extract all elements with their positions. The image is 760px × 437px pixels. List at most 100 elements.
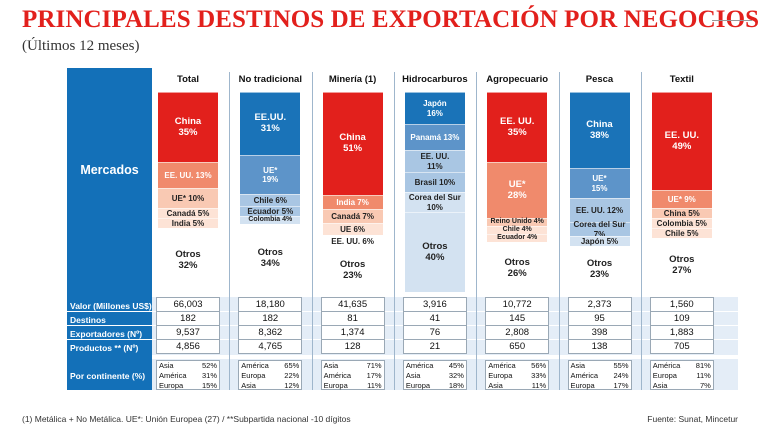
row-label-continente: Por continente (%) (70, 371, 146, 381)
segment-label: Otros 32% (175, 248, 201, 271)
bar-segment: Japón 5% (569, 236, 630, 246)
bar-segment: Panamá 13% (404, 124, 465, 150)
segment-label: UE* 15% (591, 174, 608, 193)
segment-label: EE.UU. 31% (254, 112, 287, 134)
continent-row: Asia 7% (653, 381, 711, 391)
bar-segment: Canadá 5% (158, 208, 218, 218)
bar-segment: Otros 26% (487, 242, 548, 294)
bar-segment: China 51% (322, 92, 383, 195)
bar-segment: EE. UU. 12% (569, 198, 630, 222)
stat-valor: 41,635 (338, 299, 368, 310)
continent-box (402, 360, 467, 390)
segment-label: EE. UU. 12% (575, 205, 624, 215)
segment-label: Japón 16% (423, 99, 447, 118)
column-header: Total (177, 74, 199, 85)
continent-name: Europa (323, 381, 348, 390)
bar-segment: Ecuador 4% (487, 234, 548, 242)
stat-destinos: 41 (429, 313, 441, 324)
continent-pct: 17% (613, 381, 629, 390)
continent-name: Europa (652, 371, 677, 380)
stat-destinos: 109 (673, 313, 690, 324)
continent-row: América 65% (241, 361, 299, 371)
continent-breakdown: América 65% Europa 22% Asia 12% (241, 361, 299, 391)
page-subtitle: (Últimos 12 meses) (22, 38, 140, 54)
bar-segment: Colombia 5% (651, 218, 712, 228)
stat-cell-box (238, 339, 303, 354)
bar-segment: UE* 15% (569, 168, 630, 198)
continent-name: Asia (405, 371, 421, 380)
column-separator (640, 72, 642, 390)
continent-row: Asia 71% (324, 361, 382, 371)
continent-row: Europa 18% (406, 381, 464, 391)
bar-segment: EE. UU. 35% (487, 92, 548, 162)
continent-pct: 15% (201, 381, 217, 390)
bar-segment: India 7% (322, 195, 383, 209)
continent-name: América (241, 361, 269, 370)
continent-row: Europa 33% (488, 371, 546, 381)
continent-row: Europa 17% (571, 381, 629, 391)
continent-name: Europa (405, 381, 431, 390)
bar-segment: Canadá 7% (322, 209, 383, 223)
column-separator (558, 72, 560, 390)
continent-pct: 22% (284, 371, 300, 380)
segment-label: Colombia 4% (248, 216, 293, 224)
segment-label: Colombia 5% (656, 218, 707, 228)
stat-exportadores: 8,362 (258, 327, 283, 338)
continent-breakdown: América 45% Asia 32% Europa 18% (406, 361, 464, 391)
stat-cell-box (402, 339, 467, 354)
bar-segment: Corea del Sur 10% (404, 192, 465, 212)
continent-name: Europa (570, 381, 595, 390)
bar-segment: Corea del Sur 7% (569, 220, 630, 239)
segment-label: EE. UU. 11% (420, 152, 450, 171)
continent-pct: 31% (201, 371, 217, 380)
continent-pct: 45% (448, 361, 464, 370)
continent-name: Asia (241, 381, 256, 390)
continent-row: Europa 11% (653, 371, 711, 381)
continent-pct: 55% (613, 361, 629, 370)
segment-label: Otros 23% (586, 257, 613, 280)
column-header: Pesca (585, 74, 614, 85)
bar-segment: Otros 40% (404, 212, 465, 292)
continent-breakdown: América 56% Europa 33% Asia 11% (488, 361, 546, 391)
bar-segment: Chile 4% (487, 226, 548, 234)
bar-segment: EE. UU. 49% (651, 92, 712, 190)
row-divider (67, 311, 738, 312)
continent-pct: 81% (695, 361, 711, 370)
continent-pct: 71% (366, 361, 382, 370)
row-label-productos: Productos ** (Nº) (70, 343, 139, 353)
segment-label: Brasil 10% (414, 177, 456, 187)
stat-productos: 4,856 (176, 341, 200, 352)
bar-segment: India 5% (158, 218, 218, 228)
stat-cell-box (320, 339, 385, 354)
segment-label: Panamá 13% (410, 132, 460, 142)
segment-label: Chile 6% (253, 195, 287, 205)
bar-segment: China 5% (651, 208, 712, 218)
continent-name: América (323, 371, 352, 380)
bar-segment: EE. UU. 13% (158, 162, 218, 188)
row-divider (67, 325, 738, 326)
continent-pct: 52% (201, 361, 217, 370)
segment-label: India 5% (171, 218, 205, 228)
column-separator (393, 72, 395, 390)
bar-segment: Otros 23% (569, 246, 630, 292)
column-header: Textil (669, 74, 694, 85)
segment-label: EE. UU. 13% (164, 170, 212, 180)
bar-segment: Ecuador 5% (240, 206, 301, 216)
bar-segment: EE. UU. 11% (404, 150, 465, 172)
stat-exportadores: 2,808 (505, 327, 530, 338)
stat-cell-box (485, 339, 550, 354)
stat-productos: 128 (344, 341, 361, 352)
stat-destinos: 182 (262, 313, 279, 324)
segment-label: Ecuador 5% (247, 206, 294, 216)
stat-cell-box (649, 339, 714, 354)
segment-label: Otros 23% (339, 258, 366, 281)
continent-pct: 33% (531, 371, 547, 380)
stat-exportadores: 398 (591, 327, 608, 338)
segment-label: Ecuador 4% (497, 234, 538, 242)
continent-row: Europa 15% (159, 381, 217, 391)
stat-valor: 10,772 (502, 299, 532, 310)
continent-pct: 17% (366, 371, 382, 380)
bar-segment: UE* 19% (240, 155, 301, 194)
column-header: Agropecuario (486, 74, 549, 85)
stat-valor: 1,560 (669, 299, 694, 310)
